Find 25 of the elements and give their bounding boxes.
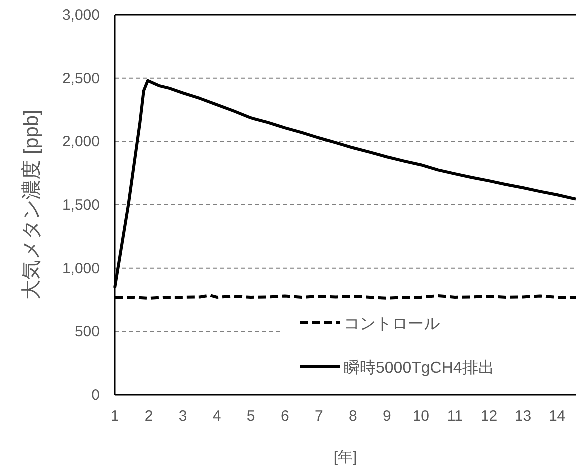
x-tick-label: 2 <box>144 408 154 425</box>
x-tick-label: 12 <box>480 408 498 425</box>
x-tick-label: 3 <box>178 408 188 425</box>
x-tick-label: 11 <box>447 408 464 425</box>
x-tick-label: 14 <box>548 408 566 425</box>
x-tick-label: 10 <box>412 408 430 425</box>
y-tick-label: 3,000 <box>62 7 100 24</box>
y-axis-title: 大気メタン濃度 [ppb] <box>21 110 43 300</box>
x-tick-label: 6 <box>280 408 290 425</box>
y-tick-label: 0 <box>92 387 100 404</box>
y-tick-label: 500 <box>74 324 100 341</box>
legend-label: 瞬時5000TgCH4排出 <box>344 359 494 377</box>
y-tick-label: 2,000 <box>62 134 100 151</box>
x-tick-label: 4 <box>212 408 222 425</box>
x-tick-label: 9 <box>383 408 392 425</box>
legend-label: コントロール <box>344 316 440 333</box>
x-tick-label: 8 <box>348 408 358 425</box>
x-axis-title: [年] <box>334 449 358 466</box>
x-tick-label: 7 <box>314 408 324 425</box>
x-tick-label: 13 <box>514 408 532 425</box>
x-tick-label: 5 <box>246 408 256 425</box>
x-tick-label: 1 <box>110 408 120 425</box>
y-tick-label: 2,500 <box>62 70 100 88</box>
y-tick-label: 1,000 <box>62 260 100 278</box>
y-tick-label: 1,500 <box>62 197 100 214</box>
